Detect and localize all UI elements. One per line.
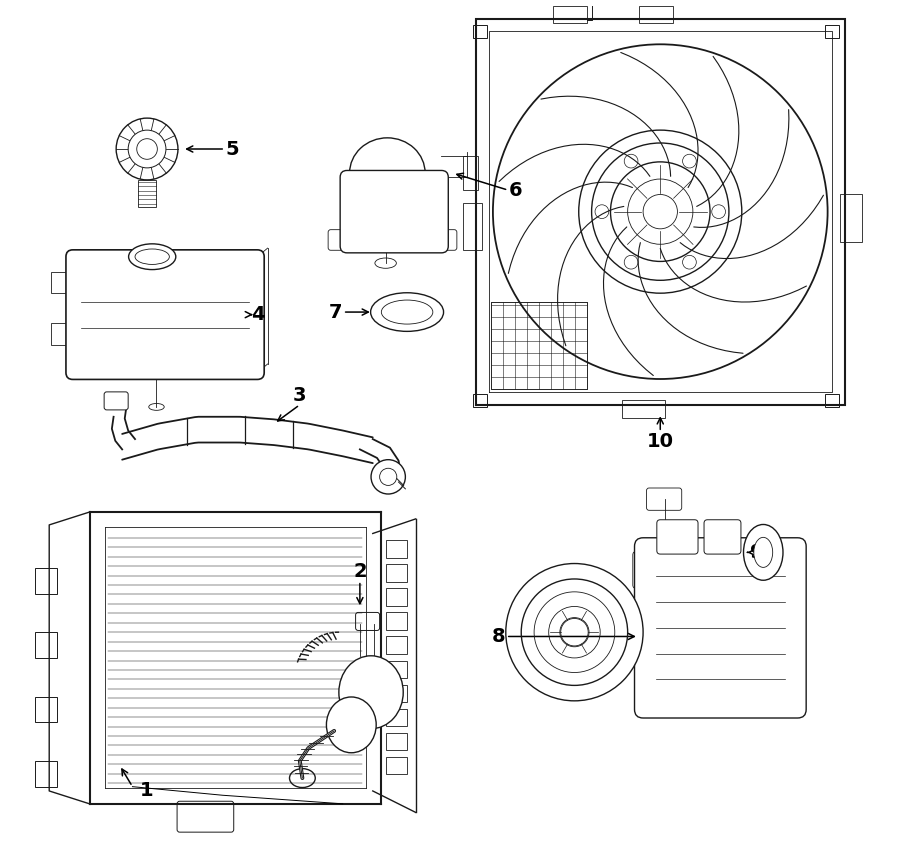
FancyBboxPatch shape [704, 520, 741, 554]
Bar [385, 564, 407, 581]
Bar [35, 697, 57, 722]
FancyBboxPatch shape [634, 538, 806, 718]
Bar [35, 567, 57, 593]
Bar [639, 6, 673, 23]
Bar [622, 400, 664, 418]
Bar [385, 684, 407, 702]
Bar [385, 588, 407, 605]
FancyBboxPatch shape [177, 802, 234, 832]
Text: 9: 9 [751, 543, 764, 562]
Circle shape [116, 118, 178, 180]
FancyBboxPatch shape [104, 392, 128, 410]
FancyBboxPatch shape [340, 170, 448, 253]
Ellipse shape [754, 537, 773, 567]
Bar [51, 272, 70, 294]
Bar [385, 660, 407, 678]
Bar [825, 393, 839, 407]
FancyBboxPatch shape [431, 230, 457, 251]
FancyBboxPatch shape [66, 250, 265, 380]
FancyBboxPatch shape [328, 230, 354, 251]
Bar [841, 195, 862, 242]
FancyBboxPatch shape [646, 488, 681, 511]
Bar [825, 25, 839, 38]
Text: 8: 8 [492, 627, 506, 646]
Circle shape [506, 563, 644, 701]
Bar [35, 761, 57, 787]
Bar [139, 180, 156, 208]
Circle shape [128, 130, 166, 168]
Ellipse shape [743, 524, 783, 580]
Bar [385, 636, 407, 653]
Bar [385, 612, 407, 629]
FancyBboxPatch shape [633, 552, 657, 588]
Ellipse shape [290, 769, 315, 788]
Text: 3: 3 [293, 386, 307, 405]
Bar [473, 393, 487, 407]
Bar [553, 6, 588, 23]
Ellipse shape [339, 656, 403, 728]
Bar [473, 25, 487, 38]
Ellipse shape [382, 300, 433, 324]
Ellipse shape [129, 244, 176, 269]
Bar [491, 301, 588, 389]
Circle shape [371, 460, 405, 494]
Text: 10: 10 [647, 432, 674, 451]
Text: 7: 7 [329, 302, 343, 321]
Text: 1: 1 [140, 782, 153, 801]
FancyBboxPatch shape [657, 520, 698, 554]
Text: 6: 6 [508, 181, 522, 200]
Text: 2: 2 [353, 561, 366, 580]
Ellipse shape [349, 138, 425, 208]
Bar [385, 709, 407, 726]
Bar [385, 541, 407, 558]
Text: 4: 4 [251, 305, 265, 324]
Bar [463, 156, 478, 190]
Ellipse shape [371, 293, 444, 331]
Bar [385, 733, 407, 750]
Bar [51, 323, 70, 344]
Ellipse shape [327, 697, 376, 753]
Bar [463, 203, 482, 251]
FancyBboxPatch shape [356, 612, 380, 630]
Bar [385, 757, 407, 774]
Bar [35, 632, 57, 658]
Text: 5: 5 [225, 139, 238, 158]
